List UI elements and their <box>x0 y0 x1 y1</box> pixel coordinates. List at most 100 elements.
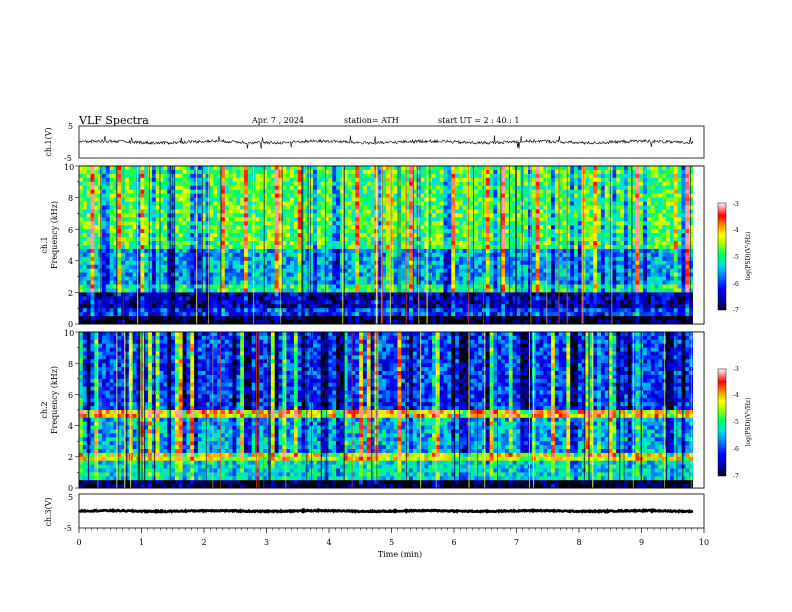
spectrogram-cell <box>458 201 464 206</box>
spectrogram-cell <box>600 181 606 187</box>
spectrogram-cell <box>297 205 302 210</box>
spectrogram-cell <box>290 185 295 190</box>
spectrogram-cell <box>485 197 490 202</box>
spectrogram-cell <box>270 268 276 273</box>
spectrogram-cell <box>351 205 356 210</box>
spectrogram-cell <box>148 197 153 202</box>
spectrogram-cell <box>255 248 260 254</box>
spectrogram-cell <box>627 213 632 218</box>
spectrogram-cell <box>439 193 444 198</box>
spectrogram-cell <box>439 264 444 269</box>
station-label: station= ATH <box>344 116 399 125</box>
spectrogram-cell <box>86 276 91 281</box>
spectrogram-cell <box>282 205 287 210</box>
spectrogram-cell <box>562 280 567 285</box>
spectrogram-cell <box>577 193 583 198</box>
spectrogram-cell <box>658 268 663 273</box>
spectrogram-cell <box>409 201 414 206</box>
spectrogram-cell <box>539 233 544 238</box>
spectrogram-cell <box>627 245 632 250</box>
spectrogram-cell <box>597 252 602 258</box>
spectrogram-cell <box>512 233 517 238</box>
spectrogram-cell <box>232 252 237 258</box>
spectrogram-cell <box>328 268 333 273</box>
spectrogram-cell <box>94 264 99 269</box>
spectrogram-cell <box>524 276 529 281</box>
spectrogram-cell <box>554 233 559 238</box>
spectrogram-cell <box>366 272 371 277</box>
spectrogram-cell <box>355 181 360 187</box>
spectrogram-cell <box>435 248 441 254</box>
spectrogram-cell <box>220 197 226 202</box>
spectrogram-cell <box>313 272 318 277</box>
spectrogram-cell <box>539 280 544 285</box>
spectrogram-cell <box>685 245 690 250</box>
spectrogram-cell <box>370 252 375 258</box>
spectrogram-cell <box>405 201 410 206</box>
spectrogram-cell <box>669 205 675 210</box>
spectrogram-cell <box>144 264 149 269</box>
spectrogram-cell <box>79 166 84 171</box>
spectrogram-cell <box>658 221 663 226</box>
spectrogram-cell <box>681 248 686 254</box>
spectrogram-cell <box>236 268 241 273</box>
spectrogram-cell <box>113 264 118 269</box>
spectrogram-cell <box>286 181 291 187</box>
spectrogram-cell <box>351 248 356 254</box>
spectrogram-cell <box>128 256 134 262</box>
spectrogram-cell <box>163 217 168 222</box>
spectrogram-cell <box>90 264 95 269</box>
spectrogram-cell <box>577 268 583 273</box>
spectrogram-cell <box>612 225 617 230</box>
spectrogram-cell <box>666 280 671 285</box>
spectrogram-cell <box>627 268 632 273</box>
spectrogram-cell <box>370 245 375 250</box>
spectrogram-cell <box>297 221 302 226</box>
spectrogram-cell <box>228 166 233 171</box>
spectrogram-cell <box>593 205 598 210</box>
spectrogram-cell <box>566 284 571 289</box>
spectrogram-cell <box>105 193 110 198</box>
spectrogram-cell <box>574 209 579 214</box>
spectrogram-cell <box>267 268 272 273</box>
spectrogram-cell <box>332 173 337 179</box>
spectrogram-cell <box>485 173 490 179</box>
spectrogram-cell <box>102 217 107 222</box>
spectrogram-cell <box>332 201 337 206</box>
spectrogram-cell <box>516 229 521 234</box>
spectrogram-cell <box>182 201 187 206</box>
spectrogram-cell <box>504 284 510 289</box>
spectrogram-cell <box>432 248 437 254</box>
spectrogram-cell <box>562 252 567 258</box>
spectrogram-cell <box>512 229 517 234</box>
spectrogram-cell <box>148 233 153 238</box>
spectrogram-cell <box>155 205 160 210</box>
spectrogram-cell <box>574 181 579 187</box>
spectrogram-cell <box>255 213 260 218</box>
spectrogram-cell <box>113 248 118 254</box>
spectrogram-cell <box>650 272 655 277</box>
spectrogram-cell <box>600 193 606 198</box>
spectrogram-cell <box>290 256 295 262</box>
spectrogram-cell <box>654 264 659 269</box>
spectrogram-cell <box>301 209 306 214</box>
spectrogram-cell <box>186 197 191 202</box>
spectrogram-cell <box>117 280 122 285</box>
spectrogram-cell <box>497 181 502 187</box>
spectrogram-cell <box>378 245 383 250</box>
spectrogram-cell <box>125 177 130 183</box>
spectrogram-cell <box>558 197 563 202</box>
spectrogram-cell <box>113 237 118 242</box>
spectrogram-cell <box>689 205 694 210</box>
spectrogram-cell <box>109 173 114 179</box>
spectrogram-cell <box>658 209 663 214</box>
spectrogram-cell <box>190 252 195 258</box>
spectrogram-cell <box>313 284 318 289</box>
spectrogram-cell <box>650 248 655 254</box>
spectrogram-cell <box>182 248 187 254</box>
spectrogram-cell <box>98 256 103 262</box>
spectrogram-cell <box>646 256 652 262</box>
spectrogram-cell <box>293 193 299 198</box>
spectrogram-cell <box>339 256 345 262</box>
spectrogram-cell <box>420 193 425 198</box>
